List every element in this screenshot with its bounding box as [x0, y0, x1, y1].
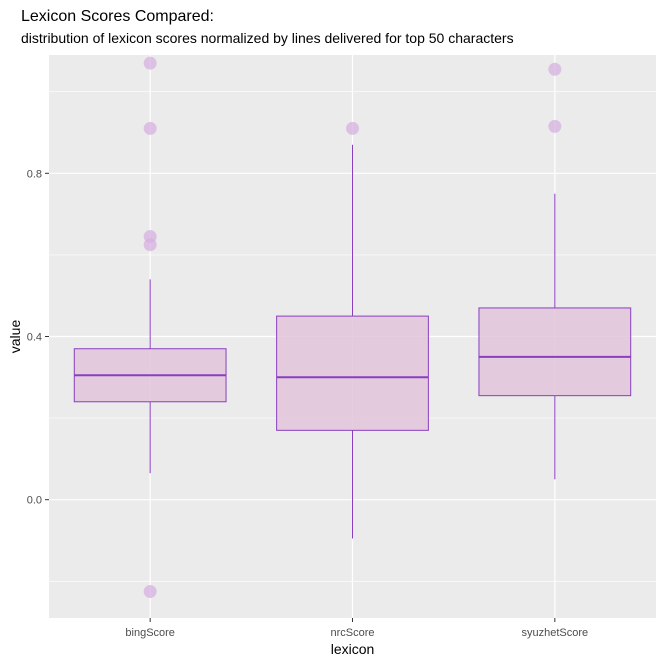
chart-title: Lexicon Scores Compared: [21, 8, 214, 25]
chart-subtitle: distribution of lexicon scores normalize… [21, 30, 514, 46]
box-group-nrcScore [276, 121, 429, 539]
box-group-bingScore [73, 56, 227, 598]
x-axis: bingScore nrcScore syuzhetScore [125, 618, 588, 639]
y-axis: 0.0 0.4 0.8 [27, 168, 49, 507]
outlier-point [548, 62, 562, 76]
y-tick-label: 0.4 [27, 332, 42, 344]
outlier-point [143, 584, 157, 598]
outlier-point [143, 230, 157, 244]
x-tick-label: bingScore [125, 627, 175, 639]
boxplot-series [73, 56, 632, 598]
x-tick-label: nrcScore [330, 627, 374, 639]
outlier-point [143, 56, 157, 70]
outlier-point [346, 121, 359, 135]
outlier-point [143, 121, 157, 135]
y-tick-label: 0.0 [27, 495, 42, 507]
x-tick-label: syuzhetScore [522, 627, 589, 639]
y-axis-title: value [7, 320, 23, 354]
y-tick-label: 0.8 [27, 168, 42, 180]
x-axis-title: lexicon [331, 641, 375, 657]
box-group-syuzhetScore [478, 62, 632, 480]
box-iqr [276, 315, 429, 431]
box-iqr [478, 307, 632, 397]
outlier-point [548, 119, 562, 133]
